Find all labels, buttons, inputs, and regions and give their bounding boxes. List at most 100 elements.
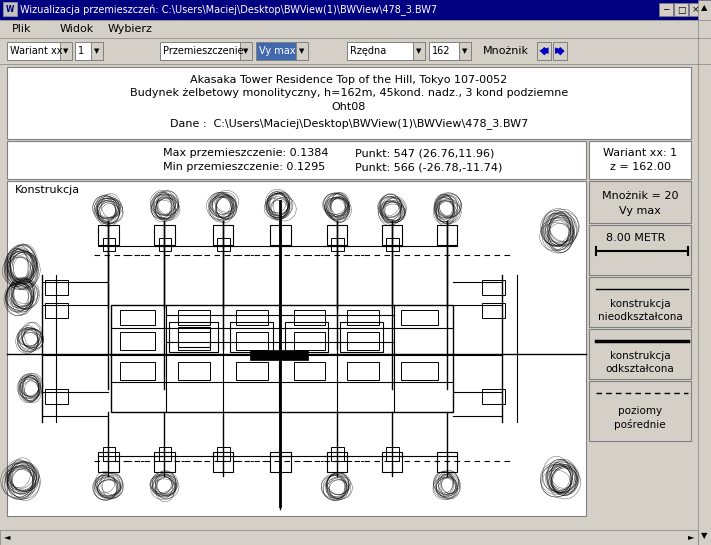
Text: ▼: ▼ [462, 48, 468, 54]
Bar [326, 452, 348, 473]
Text: 1: 1 [78, 46, 84, 56]
Text: Wariant xx: 1: Wariant xx: 1 [603, 148, 677, 158]
Bar [120, 362, 155, 380]
Bar [159, 447, 171, 461]
Bar [294, 310, 326, 325]
Text: ◄: ◄ [539, 45, 549, 58]
Bar [7, 67, 691, 139]
Bar [102, 238, 115, 251]
Text: ▼: ▼ [95, 48, 100, 54]
Text: Vy max: Vy max [619, 206, 661, 216]
Text: ►: ► [555, 45, 565, 58]
Bar [589, 381, 691, 441]
Bar [217, 447, 230, 461]
Bar [347, 42, 413, 60]
Text: W: W [6, 4, 14, 14]
Bar [159, 238, 171, 251]
Bar [698, 0, 711, 545]
Bar [98, 225, 119, 245]
Bar [659, 3, 673, 16]
Bar [75, 42, 91, 60]
Bar [7, 141, 586, 179]
Text: nieodkształcona: nieodkształcona [598, 312, 683, 322]
Bar [340, 322, 383, 352]
Bar [213, 452, 233, 473]
Bar [437, 452, 457, 473]
Bar [230, 322, 273, 352]
Text: Mnożnik = 20: Mnożnik = 20 [602, 191, 678, 201]
Bar [386, 238, 399, 251]
Text: ►: ► [688, 532, 694, 542]
Text: Vy max: Vy max [259, 46, 296, 56]
Text: ▼: ▼ [417, 48, 422, 54]
Bar [236, 310, 267, 325]
Bar [98, 452, 119, 473]
Bar [553, 42, 567, 60]
Text: Dane :  C:\Users\Maciej\Desktop\BWView(1)\BWView\478_3.BW7: Dane : C:\Users\Maciej\Desktop\BWView(1)… [170, 119, 528, 130]
Bar [270, 452, 291, 473]
Bar [401, 310, 439, 325]
Bar [285, 322, 328, 352]
Bar [482, 280, 505, 295]
Bar [217, 238, 230, 251]
Bar [240, 42, 252, 60]
Text: ▼: ▼ [299, 48, 305, 54]
Text: Punkt: 547 (26.76,11.96): Punkt: 547 (26.76,11.96) [355, 148, 494, 158]
Bar [111, 305, 453, 412]
Text: 162: 162 [432, 46, 451, 56]
Text: 8.00 METR: 8.00 METR [606, 233, 665, 243]
Bar [294, 362, 326, 380]
Bar [348, 332, 379, 350]
Bar [256, 42, 296, 60]
Text: Punkt: 566 (-26.78,-11.74): Punkt: 566 (-26.78,-11.74) [355, 162, 503, 172]
Bar [331, 447, 344, 461]
Text: konstrukcja: konstrukcja [610, 351, 670, 361]
Bar [60, 42, 72, 60]
Bar [674, 3, 688, 16]
Bar [589, 277, 691, 327]
Bar [482, 389, 505, 404]
Bar [7, 181, 586, 516]
Bar [45, 389, 68, 404]
Bar [413, 42, 425, 60]
Text: ─: ─ [663, 5, 668, 15]
Bar [326, 225, 348, 245]
Bar [102, 447, 115, 461]
Text: Wizualizacja przemieszczeń: C:\Users\Maciej\Desktop\BWView(1)\BWView\478_3.BW7: Wizualizacja przemieszczeń: C:\Users\Mac… [20, 4, 437, 16]
Bar [382, 452, 402, 473]
Text: Oht08: Oht08 [332, 102, 366, 112]
Bar [348, 310, 379, 325]
Bar [154, 452, 175, 473]
Bar [0, 0, 711, 20]
Bar [120, 310, 155, 325]
Text: odkształcona: odkształcona [606, 364, 674, 374]
Bar [589, 141, 691, 179]
Bar [459, 42, 471, 60]
Bar [250, 350, 308, 360]
Text: ◄: ◄ [4, 532, 10, 542]
Bar [382, 225, 402, 245]
Bar [236, 362, 267, 380]
Bar [178, 310, 210, 325]
Bar [386, 447, 399, 461]
Bar [296, 42, 308, 60]
Text: Mnożnik: Mnożnik [483, 46, 529, 56]
Bar [348, 362, 379, 380]
Text: ◆: ◆ [540, 46, 548, 56]
Text: Max przemieszczenie: 0.1384: Max przemieszczenie: 0.1384 [163, 148, 328, 158]
Text: poziomy: poziomy [618, 406, 662, 416]
Bar [0, 530, 698, 545]
Bar [7, 42, 60, 60]
Text: Budynek żelbetowy monolityczny, h=162m, 45kond. nadz., 3 kond podziemne: Budynek żelbetowy monolityczny, h=162m, … [130, 88, 568, 98]
Text: Widok: Widok [60, 24, 95, 34]
Text: Konstrukcja: Konstrukcja [15, 185, 80, 195]
Bar [169, 322, 218, 352]
Bar [178, 362, 210, 380]
Bar [689, 3, 703, 16]
Text: Rzędna: Rzędna [350, 46, 386, 56]
Bar [437, 225, 457, 245]
Text: Przemieszczenie: Przemieszczenie [163, 46, 244, 56]
Bar [45, 280, 68, 295]
Bar [0, 38, 711, 64]
Bar [120, 332, 155, 350]
